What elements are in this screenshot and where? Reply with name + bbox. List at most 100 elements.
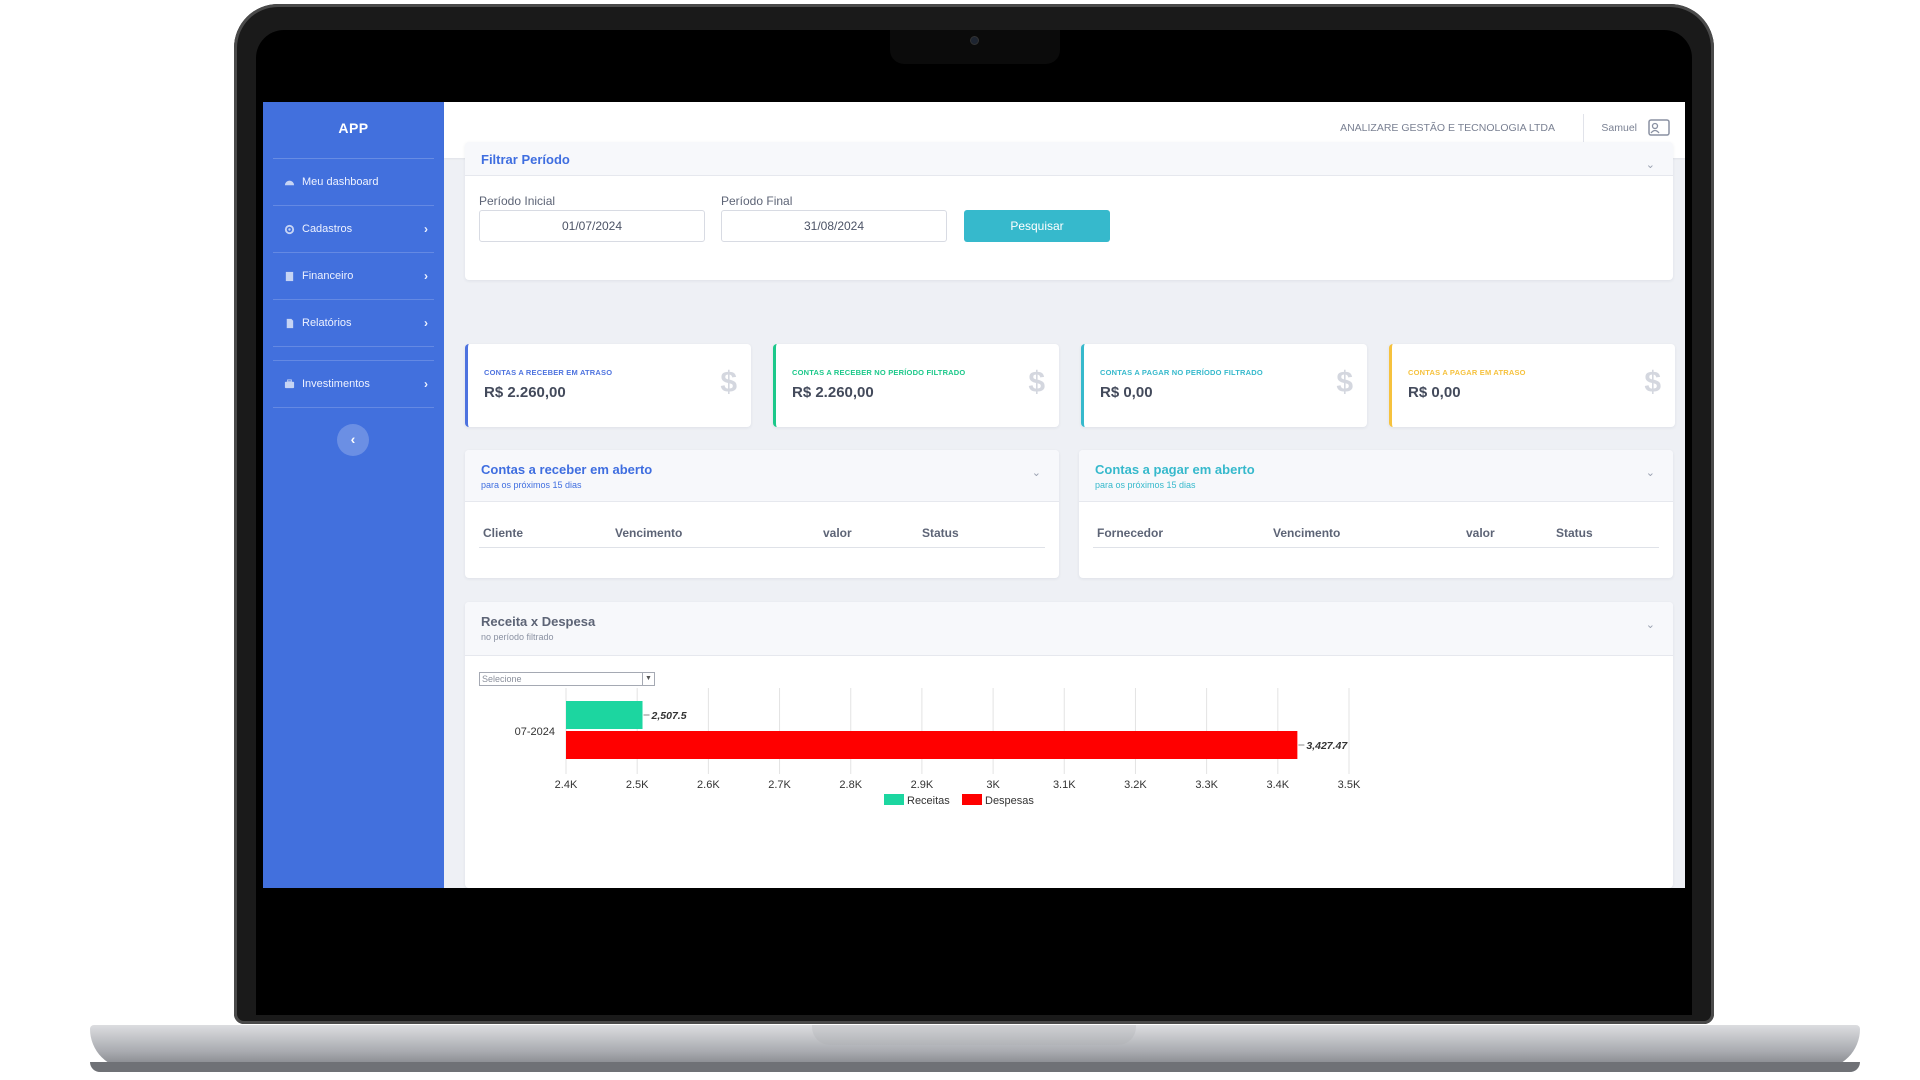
- dollar-icon: $: [1644, 366, 1661, 399]
- chevron-down-icon[interactable]: ⌄: [1645, 619, 1655, 631]
- chevron-right-icon: ›: [424, 269, 428, 283]
- x-tick-label: 3K: [986, 779, 1000, 791]
- dollar-icon: $: [1336, 366, 1353, 399]
- column-header[interactable]: Cliente: [483, 526, 524, 540]
- kpi-value: R$ 2.260,00: [484, 384, 566, 401]
- column-header[interactable]: Vencimento: [1273, 526, 1341, 540]
- kpi-card-receivables-period: CONTAS A RECEBER NO PERÍODO FILTRADO R$ …: [773, 344, 1059, 427]
- sidebar-item-label: Financeiro: [302, 270, 354, 282]
- end-date-label: Período Final: [721, 194, 793, 208]
- kpi-value: R$ 0,00: [1408, 384, 1461, 401]
- filter-period-card: Filtrar Período ⌄ Período Inicial 01/07/…: [465, 142, 1673, 280]
- dropdown-arrow-icon[interactable]: ▼: [642, 673, 654, 685]
- payables-subtitle: para os próximos 15 dias: [1095, 480, 1196, 490]
- x-tick-label: 3.1K: [1053, 779, 1076, 791]
- sidebar-item-relatorios[interactable]: Relatórios ›: [273, 300, 434, 347]
- dashboard-icon: [283, 176, 295, 188]
- x-tick-label: 2.6K: [697, 779, 720, 791]
- kpi-label: CONTAS A RECEBER EM ATRASO: [484, 368, 613, 377]
- dollar-icon: $: [720, 366, 737, 399]
- receivables-table-header: Cliente Vencimento valor Status: [479, 522, 1045, 548]
- kpi-card-payables-overdue: CONTAS A PAGAR EM ATRASO R$ 0,00 $: [1389, 344, 1675, 427]
- x-tick-label: 3.3K: [1195, 779, 1218, 791]
- start-date-label: Período Inicial: [479, 194, 556, 208]
- chevron-down-icon[interactable]: ⌄: [1031, 467, 1041, 479]
- topbar-divider: [1583, 114, 1584, 146]
- search-button[interactable]: Pesquisar: [964, 210, 1110, 242]
- x-tick-label: 3.4K: [1266, 779, 1289, 791]
- receivables-panel-header[interactable]: Contas a receber em aberto para os próxi…: [465, 450, 1059, 502]
- column-header[interactable]: Vencimento: [615, 526, 683, 540]
- sidebar-item-investimentos[interactable]: Investimentos ›: [273, 361, 434, 408]
- x-tick-label: 3.5K: [1338, 779, 1361, 791]
- payables-panel: Contas a pagar em aberto para os próximo…: [1079, 450, 1673, 578]
- kpi-value: R$ 2.260,00: [792, 384, 874, 401]
- kpi-card-receivables-overdue: CONTAS A RECEBER EM ATRASO R$ 2.260,00 $: [465, 344, 751, 427]
- user-avatar-icon[interactable]: [1647, 118, 1671, 138]
- bar-receitas: [566, 701, 643, 729]
- kpi-label: CONTAS A PAGAR NO PERÍODO FILTRADO: [1100, 368, 1263, 377]
- chart-card-subtitle: no período filtrado: [481, 632, 554, 642]
- user-name[interactable]: Samuel: [1601, 122, 1637, 134]
- sidebar-item-label: Cadastros: [302, 223, 353, 235]
- category-label: 07-2024: [515, 726, 555, 738]
- column-header[interactable]: Status: [922, 526, 959, 540]
- chart-card-header[interactable]: Receita x Despesa no período filtrado ⌄: [465, 602, 1673, 656]
- chevron-right-icon: ›: [424, 377, 428, 391]
- kpi-value: R$ 0,00: [1100, 384, 1153, 401]
- document-icon: [283, 317, 295, 329]
- column-header[interactable]: valor: [1466, 526, 1495, 540]
- kpi-label: CONTAS A PAGAR EM ATRASO: [1408, 368, 1526, 377]
- chevron-down-icon[interactable]: ⌄: [1645, 159, 1655, 171]
- revenue-expense-chart: 2.4K 2.5K 2.6K 2.7K 2.8K 2.9K 3K 3.1K 3.2K 3.3K 3.…: [515, 688, 1361, 807]
- sidebar-item-cadastros[interactable]: Cadastros ›: [273, 206, 434, 253]
- legend-swatch: [884, 794, 904, 805]
- sidebar: APP Meu dashboard Cadastros › Financeiro…: [263, 102, 444, 888]
- camera-icon: [970, 36, 979, 45]
- receivables-panel: Contas a receber em aberto para os próxi…: [465, 450, 1059, 578]
- period-select-value: Selecione: [482, 674, 522, 684]
- payables-panel-header[interactable]: Contas a pagar em aberto para os próximo…: [1079, 450, 1673, 502]
- kpi-label: CONTAS A RECEBER NO PERÍODO FILTRADO: [792, 368, 966, 377]
- legend-label: Receitas: [907, 795, 950, 807]
- filter-card-header[interactable]: Filtrar Período ⌄: [465, 142, 1673, 176]
- end-date-input[interactable]: 31/08/2024: [721, 210, 947, 242]
- sidebar-collapse-button[interactable]: ‹: [337, 424, 369, 456]
- legend-swatch: [962, 794, 982, 805]
- receivables-subtitle: para os próximos 15 dias: [481, 480, 582, 490]
- payables-table-header: Fornecedor Vencimento valor Status: [1093, 522, 1659, 548]
- x-tick-label: 2.7K: [768, 779, 791, 791]
- sidebar-divider: [273, 347, 434, 361]
- x-tick-label: 2.9K: [911, 779, 934, 791]
- chevron-right-icon: ›: [424, 316, 428, 330]
- chevron-right-icon: ›: [424, 222, 428, 236]
- briefcase-icon: [283, 378, 295, 390]
- payables-title: Contas a pagar em aberto: [1095, 462, 1255, 477]
- chart-card-title: Receita x Despesa: [481, 614, 596, 629]
- start-date-input[interactable]: 01/07/2024: [479, 210, 705, 242]
- bar-despesas: [566, 731, 1298, 759]
- laptop-base-notch: [812, 1025, 1136, 1045]
- x-tick-label: 2.8K: [839, 779, 862, 791]
- chevron-down-icon[interactable]: ⌄: [1645, 467, 1655, 479]
- brand-logo[interactable]: APP: [273, 102, 434, 159]
- app-screen: APP Meu dashboard Cadastros › Financeiro…: [263, 102, 1685, 888]
- data-label: 2,507.5: [651, 710, 687, 722]
- sidebar-item-dashboard[interactable]: Meu dashboard: [273, 159, 434, 206]
- revenue-expense-chart-card: Receita x Despesa no período filtrado ⌄ …: [465, 602, 1673, 888]
- kpi-card-payables-period: CONTAS A PAGAR NO PERÍODO FILTRADO R$ 0,…: [1081, 344, 1367, 427]
- sidebar-item-label: Meu dashboard: [302, 176, 379, 188]
- column-header[interactable]: Fornecedor: [1097, 526, 1164, 540]
- company-name: ANALIZARE GESTÃO E TECNOLOGIA LTDA: [1340, 122, 1555, 134]
- x-tick-label: 3.2K: [1124, 779, 1147, 791]
- period-select[interactable]: Selecione ▼: [479, 672, 655, 686]
- legend-label: Despesas: [985, 795, 1034, 807]
- column-header[interactable]: Status: [1556, 526, 1593, 540]
- dollar-icon: $: [1028, 366, 1045, 399]
- column-header[interactable]: valor: [823, 526, 852, 540]
- x-tick-label: 2.5K: [626, 779, 649, 791]
- building-icon: [283, 270, 295, 282]
- sidebar-item-label: Relatórios: [302, 317, 352, 329]
- receivables-title: Contas a receber em aberto: [481, 462, 653, 477]
- sidebar-item-financeiro[interactable]: Financeiro ›: [273, 253, 434, 300]
